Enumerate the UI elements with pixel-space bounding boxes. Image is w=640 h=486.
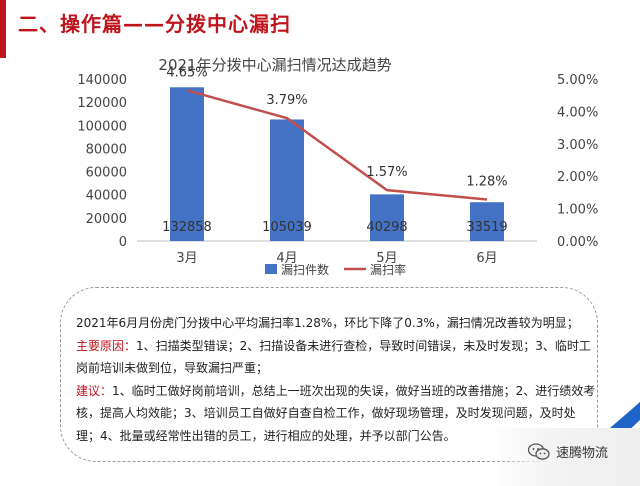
watermark: 速腾物流 [528,442,608,461]
x-tick-label: 6月 [476,251,497,266]
y-left-tick-label: 20000 [86,212,127,227]
legend-swatch-bar [265,264,277,274]
y-left-tick-label: 140000 [77,73,127,88]
right-axis: 0.00% 1.00% 2.00% 3.00% 4.00% 5.00% [557,73,598,250]
bar-data-label: 105039 [262,220,312,235]
line-series [186,89,488,201]
watermark-background [490,428,640,486]
left-axis: 0 20000 40000 60000 80000 100000 120000 140000 [77,73,127,250]
y-right-tick-label: 1.00% [557,203,598,218]
line-data-label: 3.79% [266,93,307,108]
y-right-tick-label: 3.00% [557,138,598,153]
summary-line: 2021年6月月份虎门分拨中心平均漏扫率1.28%，环比下降了0.3%，漏扫情况… [76,316,579,330]
bar [370,194,404,241]
bar-series [170,87,504,241]
bar [270,119,304,241]
cause-label: 主要原因： [76,338,137,353]
chart: 020000400006000080000100000120000140000 … [77,65,598,277]
legend: 漏扫件数 漏扫率 [265,262,406,277]
advice-label: 建议： [76,383,113,398]
bar-data-label: 132858 [162,220,212,235]
line-data-label: 4.65% [166,65,207,80]
rate-line [186,89,488,201]
cause-paragraph: 主要原因：1、扫描类型错误；2、扫描设备未进行查检，导致时间错误，未及时发现；3… [76,335,596,380]
y-right-tick-label: 5.00% [557,73,598,88]
y-left-tick-label: 120000 [77,96,127,111]
chart-title: 2021年分拨中心漏扫情况达成趋势 [158,56,392,74]
legend-label-line: 漏扫率 [370,262,406,277]
blue-swoosh-logo-icon [596,402,640,458]
advice-text: 1、临时工做好岗前培训，总结上一班次出现的失误，做好当班的改善措施；2、进行绩效… [76,383,596,443]
line-data-label: 1.28% [466,175,507,190]
bar [170,87,204,241]
bar-data-label: 40298 [366,220,407,235]
page-heading: 二、操作篇——分拨中心漏扫 [18,12,291,36]
summary-text: 2021年6月月份虎门分拨中心平均漏扫率1.28%，环比下降了0.3%，漏扫情况… [76,312,596,447]
line-data-label: 1.57% [366,165,407,180]
legend-label-bar: 漏扫件数 [281,262,329,277]
y-left-tick-label: 0 [119,235,127,250]
wechat-icon [528,442,550,460]
bar-data-label: 33519 [466,220,507,235]
y-left-tick-label: 40000 [86,189,127,204]
y-right-tick-label: 4.00% [557,105,598,120]
bar-data-labels: 132858 105039 40298 33519 [162,220,508,235]
y-left-tick-label: 60000 [86,166,127,181]
y-left-tick-label: 80000 [86,142,127,157]
watermark-text: 速腾物流 [556,446,609,461]
x-tick-labels: 3月 4月 5月 6月 [176,251,497,266]
bar [470,202,504,241]
y-left-tick-label: 100000 [77,119,127,134]
x-tick-label: 3月 [176,251,197,266]
summary-box [60,287,598,462]
cause-text: 1、扫描类型错误；2、扫描设备未进行查检，导致时间错误，未及时发现；3、临时工岗… [76,338,591,376]
x-tick-label: 5月 [376,251,397,266]
x-tick-label: 4月 [276,251,297,266]
line-data-labels: 4.65% 3.79% 1.57% 1.28% [166,65,507,189]
advice-paragraph: 建议：1、临时工做好岗前培训，总结上一班次出现的失误，做好当班的改善措施；2、进… [76,380,596,448]
heading-accent-bar [0,0,6,58]
y-right-tick-label: 2.00% [557,170,598,185]
y-right-tick-label: 0.00% [557,235,598,250]
